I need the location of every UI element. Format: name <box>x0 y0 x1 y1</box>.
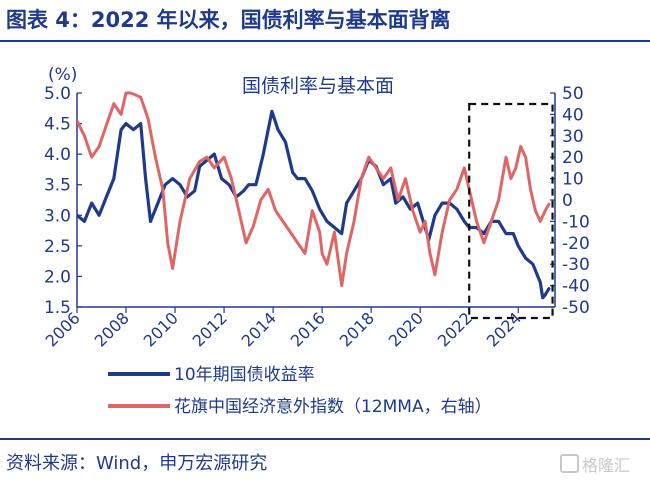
right-y-tick-label: 40 <box>562 105 584 125</box>
right-y-tick-label: -50 <box>562 298 590 318</box>
rates-vs-fundamentals-chart: 5.04.54.03.53.02.52.01.550403020100-10-2… <box>42 65 590 417</box>
x-tick-label: 2018 <box>336 308 378 350</box>
right-y-tick-label: 10 <box>562 170 584 190</box>
left-y-tick-label: 3.5 <box>44 176 71 196</box>
left-y-tick-label: 4.5 <box>44 115 71 135</box>
left-y-tick-label: 2.5 <box>44 237 71 257</box>
right-y-tick-label: -10 <box>562 212 590 232</box>
series-group <box>77 91 551 300</box>
left-y-tick-label: 1.5 <box>44 298 71 318</box>
footer-divider <box>0 438 650 440</box>
chart-plot-area <box>77 91 554 320</box>
legend-entry-label: 花旗中国经济意外指数（12MMA，右轴） <box>174 397 492 417</box>
data-source-note: 资料来源：Wind，申万宏源研究 <box>6 453 268 474</box>
x-tick-label: 2008 <box>91 308 133 350</box>
right-y-tick-label: -20 <box>562 234 590 254</box>
x-tick-label: 2022 <box>434 308 476 350</box>
watermark-text: 格隆汇 <box>582 456 631 475</box>
chart-title: 国债利率与基本面 <box>242 75 394 97</box>
right-y-tick-label: 50 <box>562 84 584 104</box>
right-y-tick-label: 30 <box>562 127 584 147</box>
left-y-tick-label: 3.0 <box>44 206 71 226</box>
right-y-tick-label: 0 <box>562 191 573 211</box>
left-axis-unit-label: (%) <box>48 65 77 85</box>
x-tick-label: 2024 <box>483 308 525 350</box>
watermark-logo: 格隆汇 <box>560 452 630 476</box>
watermark-icon <box>560 454 579 473</box>
legend-entry-label: 10年期国债收益率 <box>174 365 315 385</box>
header-divider <box>0 40 650 42</box>
x-tick-label: 2016 <box>287 308 329 350</box>
series-line-citi-surprise-index <box>77 91 551 288</box>
x-tick-label: 2014 <box>238 308 280 350</box>
x-tick-label: 2012 <box>189 308 231 350</box>
right-y-tick-label: 20 <box>562 148 584 168</box>
report-figure-title: 图表 4：2022 年以来，国债利率与基本面背离 <box>6 8 451 32</box>
right-y-tick-label: -40 <box>562 277 590 297</box>
highlight-divergence-box <box>468 102 554 320</box>
left-y-tick-label: 2.0 <box>44 267 71 287</box>
left-y-tick-label: 4.0 <box>44 145 71 165</box>
x-tick-label: 2020 <box>385 308 427 350</box>
left-y-tick-label: 5.0 <box>44 84 71 104</box>
x-tick-label: 2010 <box>140 308 182 350</box>
right-y-tick-label: -30 <box>562 255 590 275</box>
series-line-10y-yield <box>77 109 551 300</box>
